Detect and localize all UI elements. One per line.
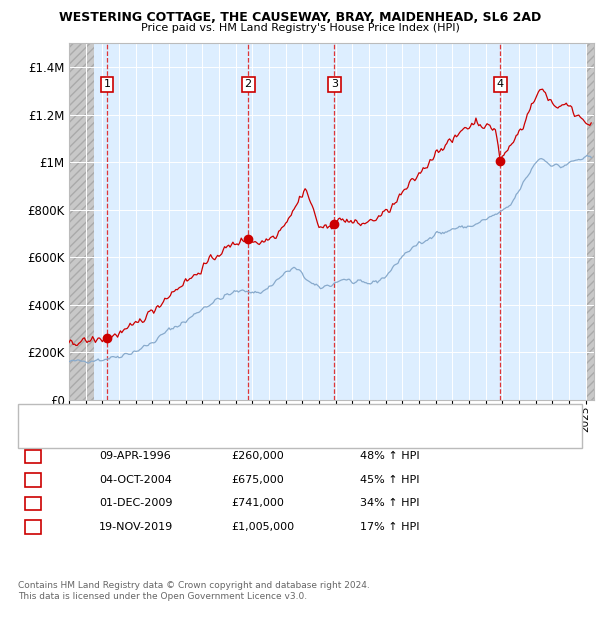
Text: Contains HM Land Registry data © Crown copyright and database right 2024.: Contains HM Land Registry data © Crown c…	[18, 581, 370, 590]
Text: 48% ↑ HPI: 48% ↑ HPI	[360, 451, 419, 461]
Text: 4: 4	[497, 79, 504, 89]
Bar	[586, 43, 594, 400]
Text: £260,000: £260,000	[231, 451, 284, 461]
Text: Price paid vs. HM Land Registry's House Price Index (HPI): Price paid vs. HM Land Registry's House …	[140, 23, 460, 33]
Bar	[69, 43, 94, 400]
Text: WESTERING COTTAGE, THE CAUSEWAY, BRAY, MAIDENHEAD, SL6 2AD (detached house): WESTERING COTTAGE, THE CAUSEWAY, BRAY, M…	[69, 407, 508, 417]
Text: HPI: Average price, detached house, Windsor and Maidenhead: HPI: Average price, detached house, Wind…	[69, 418, 380, 428]
Text: 34% ↑ HPI: 34% ↑ HPI	[360, 498, 419, 508]
Text: 4: 4	[29, 522, 37, 532]
Text: 1: 1	[103, 79, 110, 89]
Text: 09-APR-1996: 09-APR-1996	[99, 451, 171, 461]
Text: WESTERING COTTAGE, THE CAUSEWAY, BRAY, MAIDENHEAD, SL6 2AD: WESTERING COTTAGE, THE CAUSEWAY, BRAY, M…	[59, 11, 541, 24]
Text: 01-DEC-2009: 01-DEC-2009	[99, 498, 173, 508]
Text: 3: 3	[331, 79, 338, 89]
Text: 2: 2	[29, 475, 37, 485]
Text: £741,000: £741,000	[231, 498, 284, 508]
Text: 19-NOV-2019: 19-NOV-2019	[99, 522, 173, 532]
Text: 1: 1	[29, 451, 37, 461]
Text: £1,005,000: £1,005,000	[231, 522, 294, 532]
Text: 04-OCT-2004: 04-OCT-2004	[99, 475, 172, 485]
Text: 2: 2	[245, 79, 252, 89]
Text: This data is licensed under the Open Government Licence v3.0.: This data is licensed under the Open Gov…	[18, 592, 307, 601]
Text: 45% ↑ HPI: 45% ↑ HPI	[360, 475, 419, 485]
Text: £675,000: £675,000	[231, 475, 284, 485]
Text: 17% ↑ HPI: 17% ↑ HPI	[360, 522, 419, 532]
Text: 3: 3	[29, 498, 37, 508]
